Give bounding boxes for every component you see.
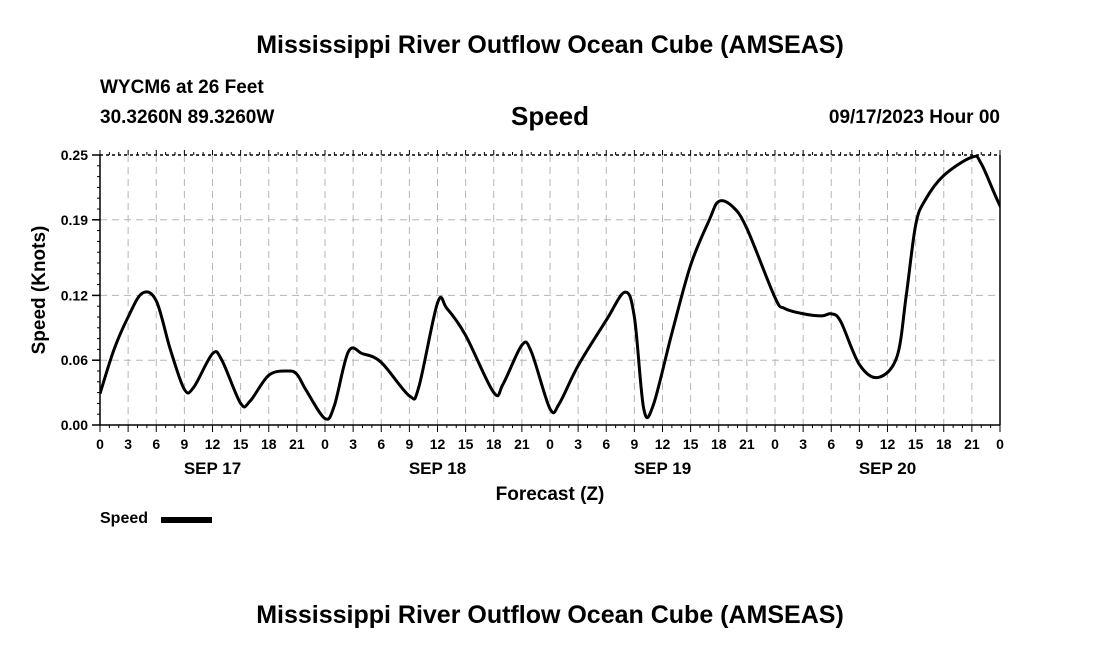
x-tick-label: 0	[771, 436, 779, 452]
day-label: SEP 19	[634, 459, 691, 478]
y-tick-label: 0.25	[61, 147, 88, 163]
speed-series-line	[100, 154, 1000, 421]
x-tick-label: 3	[349, 436, 357, 452]
coordinates-label: 30.3260N 89.3260W	[100, 107, 275, 128]
x-axis-label: Forecast (Z)	[496, 484, 605, 505]
variable-title: Speed	[510, 101, 590, 131]
speed-chart: 0.00 0.06 0.12 0.19 0.25 0 3 6 9 12 15 18 21 0 3 6 9 12 1…	[29, 147, 1004, 505]
x-tick-label: 9	[855, 436, 863, 452]
forecast-datetime: 09/17/2023 Hour 00	[828, 107, 1000, 128]
y-axis-ticks: 0.00 0.06 0.12 0.19 0.25	[61, 147, 100, 433]
x-tick-label: 0	[996, 436, 1004, 452]
y-tick-label: 0.06	[61, 352, 88, 368]
x-tick-label: 18	[261, 436, 277, 452]
station-label: WYCM6 at 26 Feet	[100, 77, 264, 98]
y-tick-label: 0.12	[61, 287, 88, 303]
x-tick-label: 9	[630, 436, 638, 452]
x-tick-label: 21	[514, 436, 530, 452]
day-label: SEP 18	[409, 459, 466, 478]
x-tick-label: 0	[546, 436, 554, 452]
x-tick-label: 6	[827, 436, 835, 452]
x-tick-label: 3	[574, 436, 582, 452]
chart-title: Mississippi River Outflow Ocean Cube (AM…	[256, 31, 844, 59]
x-tick-label: 21	[964, 436, 980, 452]
x-tick-label: 0	[96, 436, 104, 452]
x-tick-label: 6	[602, 436, 610, 452]
x-tick-label: 9	[180, 436, 188, 452]
y-tick-label: 0.00	[61, 417, 88, 433]
x-tick-label: 18	[486, 436, 502, 452]
x-tick-label: 15	[458, 436, 474, 452]
y-axis-label: Speed (Knots)	[29, 226, 50, 355]
footer-title: Mississippi River Outflow Ocean Cube (AM…	[256, 601, 844, 629]
x-tick-label: 15	[683, 436, 699, 452]
x-tick-label: 3	[124, 436, 132, 452]
x-tick-label: 21	[289, 436, 305, 452]
x-tick-label: 9	[405, 436, 413, 452]
x-tick-label: 18	[711, 436, 727, 452]
legend-line-swatch	[161, 517, 212, 523]
legend-label: Speed	[100, 510, 149, 527]
x-tick-label: 6	[377, 436, 385, 452]
x-tick-label: 21	[739, 436, 755, 452]
day-label: SEP 20	[859, 459, 916, 478]
day-label: SEP 17	[184, 459, 241, 478]
x-tick-label: 18	[936, 436, 952, 452]
x-tick-label: 12	[430, 436, 446, 452]
x-tick-label: 12	[880, 436, 896, 452]
x-tick-label: 3	[799, 436, 807, 452]
day-labels: SEP 17 SEP 18 SEP 19 SEP 20	[184, 459, 916, 478]
x-tick-label: 6	[152, 436, 160, 452]
x-axis-ticks: 0 3 6 9 12 15 18 21 0 3 6 9 12 15 18 21 0 3 6 9 12 15 18 21 0 3 6 9…	[96, 150, 1004, 452]
x-tick-label: 12	[205, 436, 221, 452]
y-tick-label: 0.19	[61, 212, 88, 228]
grid	[100, 155, 1000, 425]
x-tick-label: 0	[321, 436, 329, 452]
x-tick-label: 12	[655, 436, 671, 452]
x-tick-label: 15	[908, 436, 924, 452]
x-tick-label: 15	[233, 436, 249, 452]
